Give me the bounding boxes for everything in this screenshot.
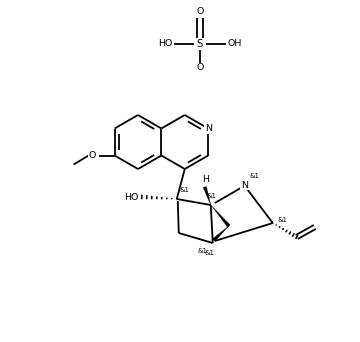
Text: &1: &1 bbox=[207, 193, 217, 199]
Polygon shape bbox=[212, 206, 230, 227]
Text: &1: &1 bbox=[250, 173, 260, 179]
Text: H: H bbox=[202, 174, 209, 184]
Text: HO: HO bbox=[125, 193, 139, 201]
Text: HO: HO bbox=[158, 39, 172, 49]
Text: N: N bbox=[241, 181, 248, 189]
Polygon shape bbox=[203, 186, 211, 205]
Text: N: N bbox=[204, 124, 212, 133]
Text: &1: &1 bbox=[180, 187, 190, 193]
Text: &1: &1 bbox=[198, 248, 208, 254]
Polygon shape bbox=[212, 226, 229, 241]
Text: &1: &1 bbox=[278, 217, 288, 223]
Text: S: S bbox=[197, 39, 203, 49]
Text: O: O bbox=[196, 6, 204, 15]
Text: O: O bbox=[89, 151, 96, 160]
Text: &1: &1 bbox=[205, 250, 215, 256]
Text: O: O bbox=[196, 64, 204, 73]
Text: OH: OH bbox=[228, 39, 242, 49]
